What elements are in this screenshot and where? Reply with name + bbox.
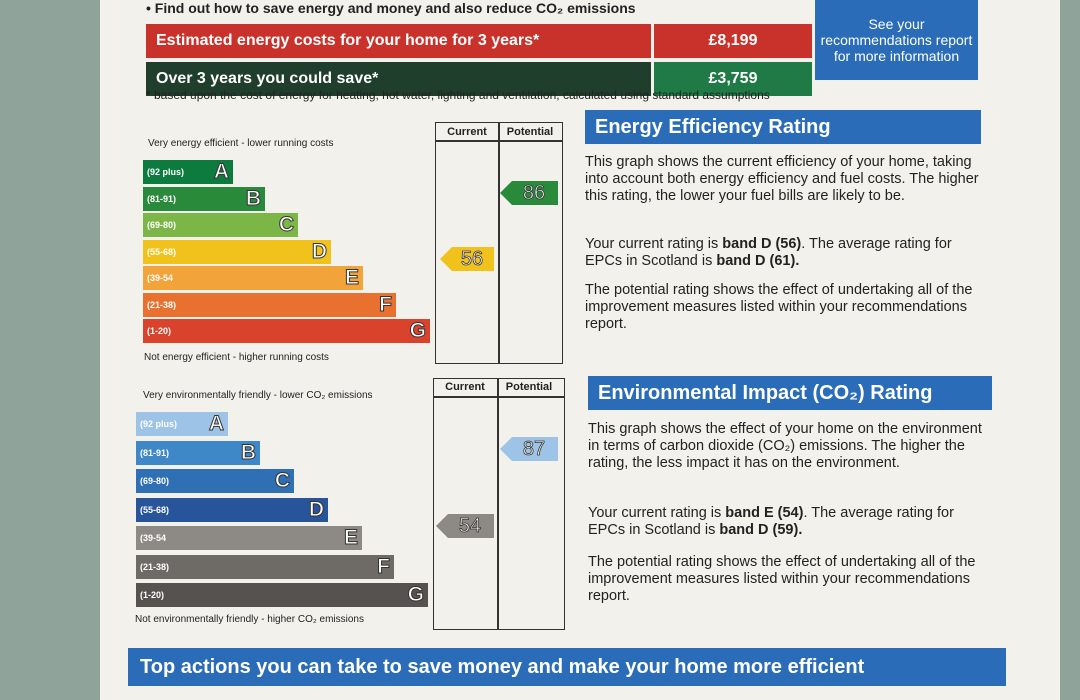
band-range: (39-54	[147, 273, 174, 283]
intro-bullet: • Find out how to save energy and money …	[146, 0, 636, 16]
estimated-costs-value: £8,199	[654, 24, 812, 58]
env-header-divider	[433, 396, 565, 398]
band-letter: F	[377, 554, 391, 578]
band-range: (92 plus)	[147, 167, 185, 177]
band-range: (39-54	[140, 533, 167, 543]
band-letter: G	[407, 583, 424, 606]
band-letter: C	[274, 469, 290, 492]
env-p2-mid: . The average rating for EPCs in Scotlan…	[588, 505, 954, 538]
energy-col-divider	[498, 122, 500, 364]
rating-band-f: (21-38) F	[143, 292, 396, 317]
top-actions-heading: Top actions you can take to save money a…	[128, 648, 1006, 686]
estimated-costs-label: Estimated energy costs for your home for…	[146, 24, 651, 58]
energy-potential-arrow: 86	[500, 181, 558, 205]
rating-band-g: (1-20) G	[143, 319, 430, 343]
env-average-band: band D (59).	[719, 522, 803, 538]
rating-band-d: (55-68) D	[136, 497, 328, 522]
band-range: (81-91)	[147, 193, 177, 204]
rating-band-g: (1-20) G	[136, 583, 428, 607]
rating-band-a: (92 plus) A	[136, 412, 228, 436]
energy-para-1: This graph shows the current efficiency …	[585, 154, 979, 204]
env-para-2: Your current rating is band E (54). The …	[588, 505, 992, 539]
band-range: (55-68)	[140, 504, 170, 515]
rating-band-c: (69-80) C	[143, 213, 298, 237]
env-col-divider	[497, 378, 499, 630]
env-para-1: This graph shows the effect of your home…	[588, 421, 982, 471]
band-range: (81-91)	[140, 447, 170, 458]
band-letter: B	[240, 440, 256, 464]
energy-current-header: Current	[447, 126, 487, 138]
env-current-arrow: 54	[436, 514, 494, 538]
savings-value: £3,759	[654, 62, 812, 96]
energy-p2-pre: Your current rating is	[585, 236, 723, 252]
band-range: (69-80)	[140, 476, 170, 486]
rating-band-b: (81-91) B	[136, 440, 260, 465]
band-range: (92 plus)	[140, 419, 178, 429]
energy-top-caption: Very energy efficient - lower running co…	[148, 138, 334, 149]
rating-band-c: (69-80) C	[136, 469, 294, 493]
band-letter: F	[379, 292, 393, 316]
rating-band-f: (21-38) F	[136, 554, 394, 579]
rating-band-d: (55-68) D	[143, 239, 331, 264]
band-letter: C	[278, 213, 294, 236]
env-current-header: Current	[445, 381, 485, 393]
energy-bottom-caption: Not energy efficient - higher running co…	[144, 352, 329, 363]
band-range: (1-20)	[140, 590, 165, 600]
energy-para-2: Your current rating is band D (56). The …	[585, 236, 981, 270]
energy-current-arrow: 56	[440, 247, 494, 271]
band-range: (21-38)	[140, 561, 170, 572]
energy-header-divider	[435, 140, 563, 142]
band-letter: D	[311, 239, 327, 263]
band-range: (1-20)	[147, 326, 172, 336]
rating-band-e: (39-54 E	[143, 266, 363, 290]
savings-label: Over 3 years you could save*	[146, 62, 651, 96]
band-letter: B	[245, 186, 261, 210]
band-letter: A	[208, 412, 224, 435]
energy-rating-heading: Energy Efficiency Rating	[585, 110, 981, 144]
env-chart-frame	[433, 378, 565, 630]
band-letter: D	[308, 497, 324, 521]
band-letter: E	[344, 266, 359, 289]
energy-current-band: band D (56)	[722, 236, 802, 252]
env-current-band: band E (54)	[725, 505, 804, 521]
env-p2-pre: Your current rating is	[588, 505, 726, 521]
band-letter: E	[343, 526, 358, 549]
band-range: (69-80)	[147, 220, 177, 230]
energy-potential-header: Potential	[506, 126, 554, 138]
see-recommendations-box: See your recommendations report for more…	[815, 0, 978, 80]
energy-average-band: band D (61).	[716, 253, 800, 269]
rating-band-e: (39-54 E	[136, 526, 362, 550]
band-letter: G	[409, 319, 426, 342]
env-para-3: The potential rating shows the effect of…	[588, 554, 976, 604]
band-range: (21-38)	[147, 299, 177, 310]
rating-band-b: (81-91) B	[143, 186, 265, 211]
rating-band-a: (92 plus) A	[143, 160, 233, 184]
env-rating-heading: Environmental Impact (CO₂) Rating	[588, 376, 992, 410]
energy-p2-mid: . The average rating for EPCs in Scotlan…	[585, 236, 952, 269]
env-potential-arrow: 87	[500, 437, 558, 461]
env-potential-header: Potential	[505, 381, 553, 393]
env-top-caption: Very environmentally friendly - lower CO…	[143, 390, 373, 401]
costs-footnote: * based upon the cost of energy for heat…	[146, 88, 770, 102]
band-range: (55-68)	[147, 246, 177, 257]
band-letter: A	[213, 160, 229, 183]
env-bottom-caption: Not environmentally friendly - higher CO…	[135, 614, 364, 625]
energy-para-3: The potential rating shows the effect of…	[585, 282, 973, 332]
